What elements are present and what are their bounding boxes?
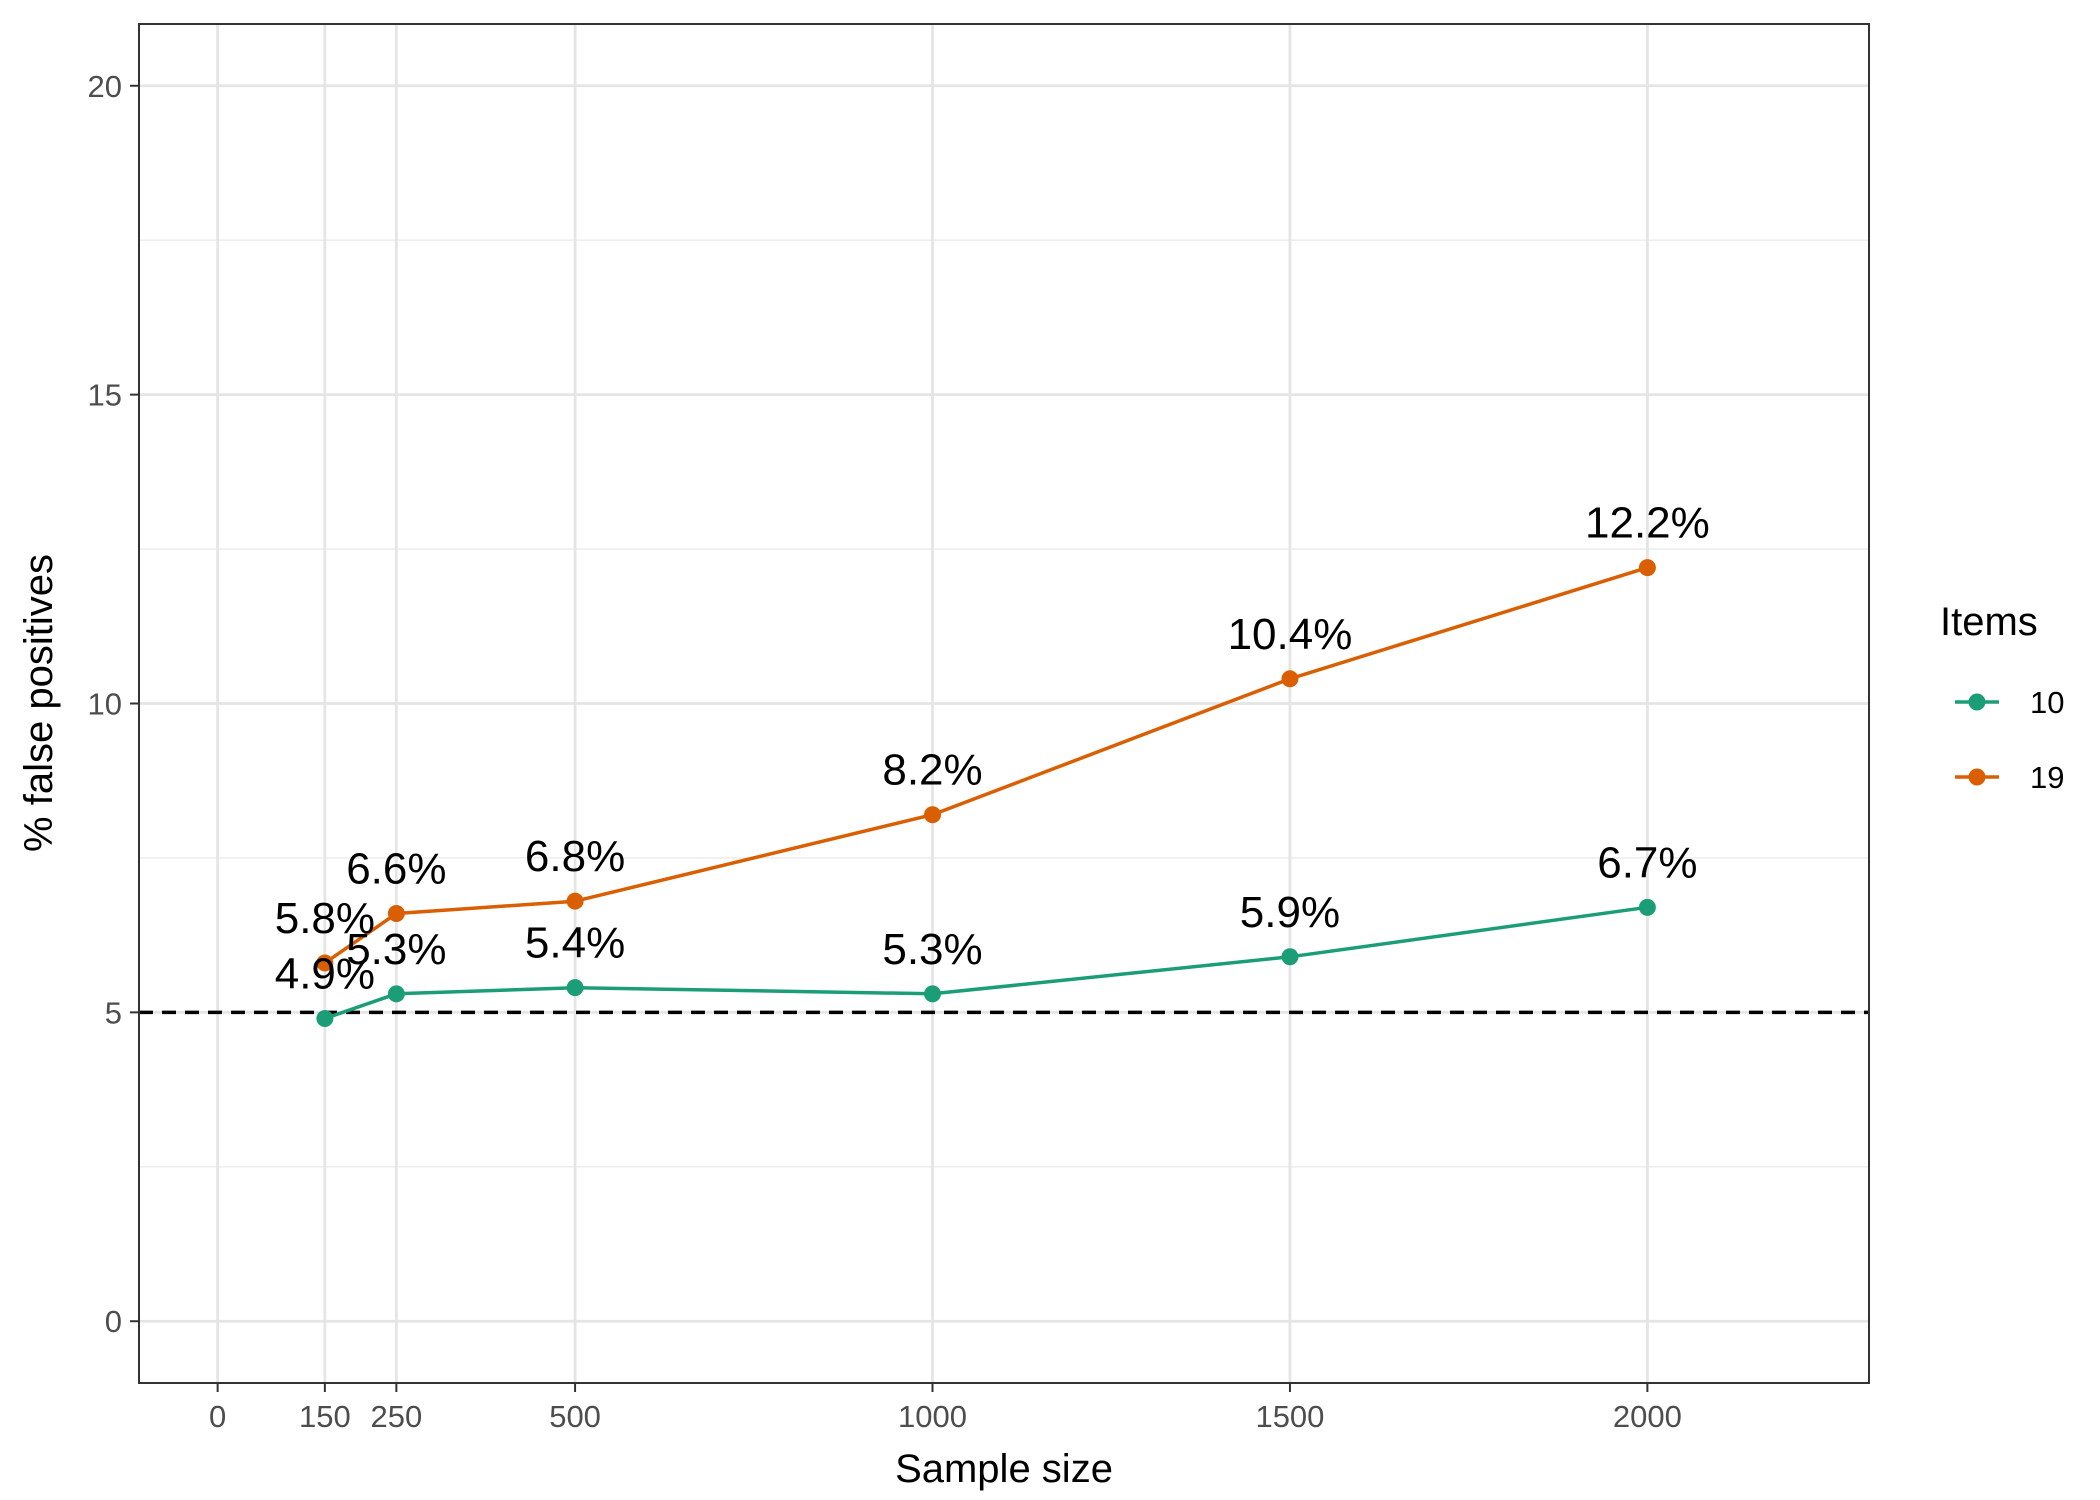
data-label: 5.3%	[346, 925, 446, 974]
data-label: 4.9%	[275, 950, 375, 999]
legend-key-point-10	[1968, 693, 1986, 711]
data-label: 5.8%	[275, 894, 375, 943]
data-label: 6.6%	[346, 845, 446, 894]
data-point	[1638, 559, 1656, 577]
x-tick-label: 1000	[898, 1399, 967, 1434]
data-label: 5.9%	[1240, 888, 1340, 937]
data-point	[316, 1010, 334, 1028]
data-label: 5.4%	[525, 919, 625, 968]
data-point	[1281, 948, 1299, 966]
y-axis-title: % false positives	[17, 554, 61, 852]
x-tick-label: 250	[370, 1399, 422, 1434]
x-tick-label: 0	[209, 1399, 226, 1434]
data-labels: 4.9%5.3% 5.4% 5.3%5.9%6.7%5.8%6.6% 6.8%8.2%…	[275, 499, 1710, 999]
x-tick-label: 500	[549, 1399, 601, 1434]
data-label: 12.2%	[1585, 499, 1710, 548]
data-label: 5.3%	[882, 925, 982, 974]
axis-ticks	[130, 84, 1649, 1392]
data-point	[924, 806, 942, 824]
x-tick-label: 150	[299, 1399, 351, 1434]
data-point	[1281, 670, 1299, 688]
x-tick-label: 1500	[1255, 1399, 1324, 1434]
legend: Items 10 19	[1940, 600, 2064, 795]
data-point	[387, 905, 405, 923]
x-tick-label: 2000	[1613, 1399, 1682, 1434]
data-label: 6.8%	[525, 832, 625, 881]
y-tick-label: 20	[88, 69, 122, 104]
legend-label-19: 19	[2030, 760, 2064, 795]
y-tick-label: 5	[105, 995, 122, 1030]
y-tick-label: 10	[88, 687, 122, 722]
legend-title: Items	[1940, 600, 2038, 644]
y-tick-label: 15	[88, 378, 122, 413]
series-line-10	[324, 905, 1648, 1021]
data-label: 10.4%	[1228, 610, 1353, 659]
data-point	[1638, 898, 1656, 916]
y-tick-label: 0	[105, 1304, 122, 1339]
data-point	[566, 979, 584, 997]
data-label: 6.7%	[1597, 838, 1697, 887]
legend-label-10: 10	[2030, 685, 2064, 720]
series-line-19	[323, 565, 1648, 965]
tick-labels: 0 5 10 15 20 0 150 250 500 1000 1500 2000	[88, 69, 1682, 1434]
minor-gridlines	[139, 239, 1869, 1168]
legend-key-point-19	[1968, 768, 1986, 786]
legend-items: 10 19	[1955, 685, 2064, 795]
data-label: 8.2%	[882, 746, 982, 795]
data-point	[387, 985, 405, 1003]
x-axis-title: Sample size	[895, 1447, 1113, 1491]
data-point	[316, 954, 334, 972]
series-points	[316, 559, 1656, 1028]
data-point	[924, 985, 942, 1003]
series-lines	[323, 565, 1648, 1021]
data-point	[566, 892, 584, 910]
